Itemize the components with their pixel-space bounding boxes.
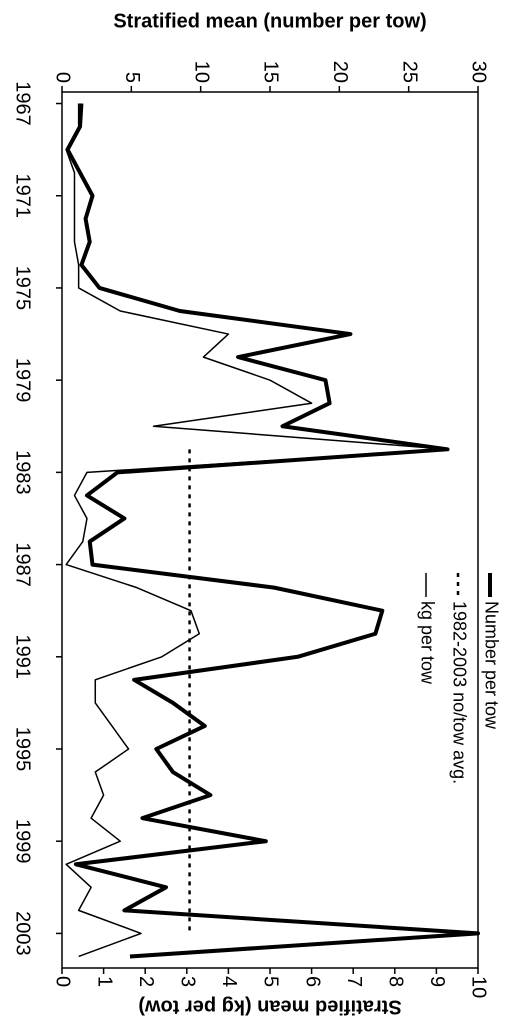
y2-tick-label: 5 — [260, 976, 282, 987]
y-tick-label: 25 — [398, 61, 420, 83]
y2-tick-label: 3 — [177, 976, 199, 987]
legend-label: kg per tow — [417, 601, 437, 685]
y-tick-label: 15 — [260, 61, 282, 83]
y-tick-label: 20 — [329, 61, 351, 83]
rotated-chart: Stratified mean (number per tow) Stratif… — [12, 10, 502, 1017]
y-axis-label: Stratified mean (number per tow) — [113, 10, 426, 32]
series-line — [65, 103, 450, 958]
x-tick-label: 1967 — [12, 81, 34, 126]
legend-label: Number per tow — [481, 601, 501, 730]
y2-tick-label: 1 — [93, 976, 115, 987]
x-tick-label: 2003 — [12, 911, 34, 956]
x-tick-label: 1999 — [12, 819, 34, 864]
y2-tick-label: 9 — [426, 976, 448, 987]
y2-axis-label: Stratified mean (kg per tow) — [138, 996, 401, 1018]
x-tick-label: 1991 — [12, 635, 34, 680]
series-line — [65, 103, 480, 959]
y-tick-label: 10 — [190, 61, 212, 83]
y-tick-label: 0 — [52, 72, 74, 83]
x-tick-label: 1987 — [12, 542, 34, 587]
x-tick-label: 1971 — [12, 173, 34, 218]
y2-tick-label: 10 — [468, 976, 490, 998]
x-tick-label: 1995 — [12, 727, 34, 772]
x-tick-label: 1983 — [12, 450, 34, 495]
y2-tick-label: 4 — [218, 976, 240, 987]
plot-frame — [61, 91, 479, 969]
x-tick-label: 1979 — [12, 358, 34, 403]
y2-tick-label: 6 — [301, 976, 323, 987]
x-tick-label: 1975 — [12, 266, 34, 311]
y-tick-label: 5 — [121, 72, 143, 83]
y-tick-label: 30 — [468, 61, 490, 83]
y2-tick-label: 7 — [343, 976, 365, 987]
y2-tick-label: 8 — [385, 976, 407, 987]
y2-tick-label: 2 — [135, 976, 157, 987]
legend-label: 1982-2003 no/tow avg. — [449, 601, 469, 784]
y2-tick-label: 0 — [52, 976, 74, 987]
